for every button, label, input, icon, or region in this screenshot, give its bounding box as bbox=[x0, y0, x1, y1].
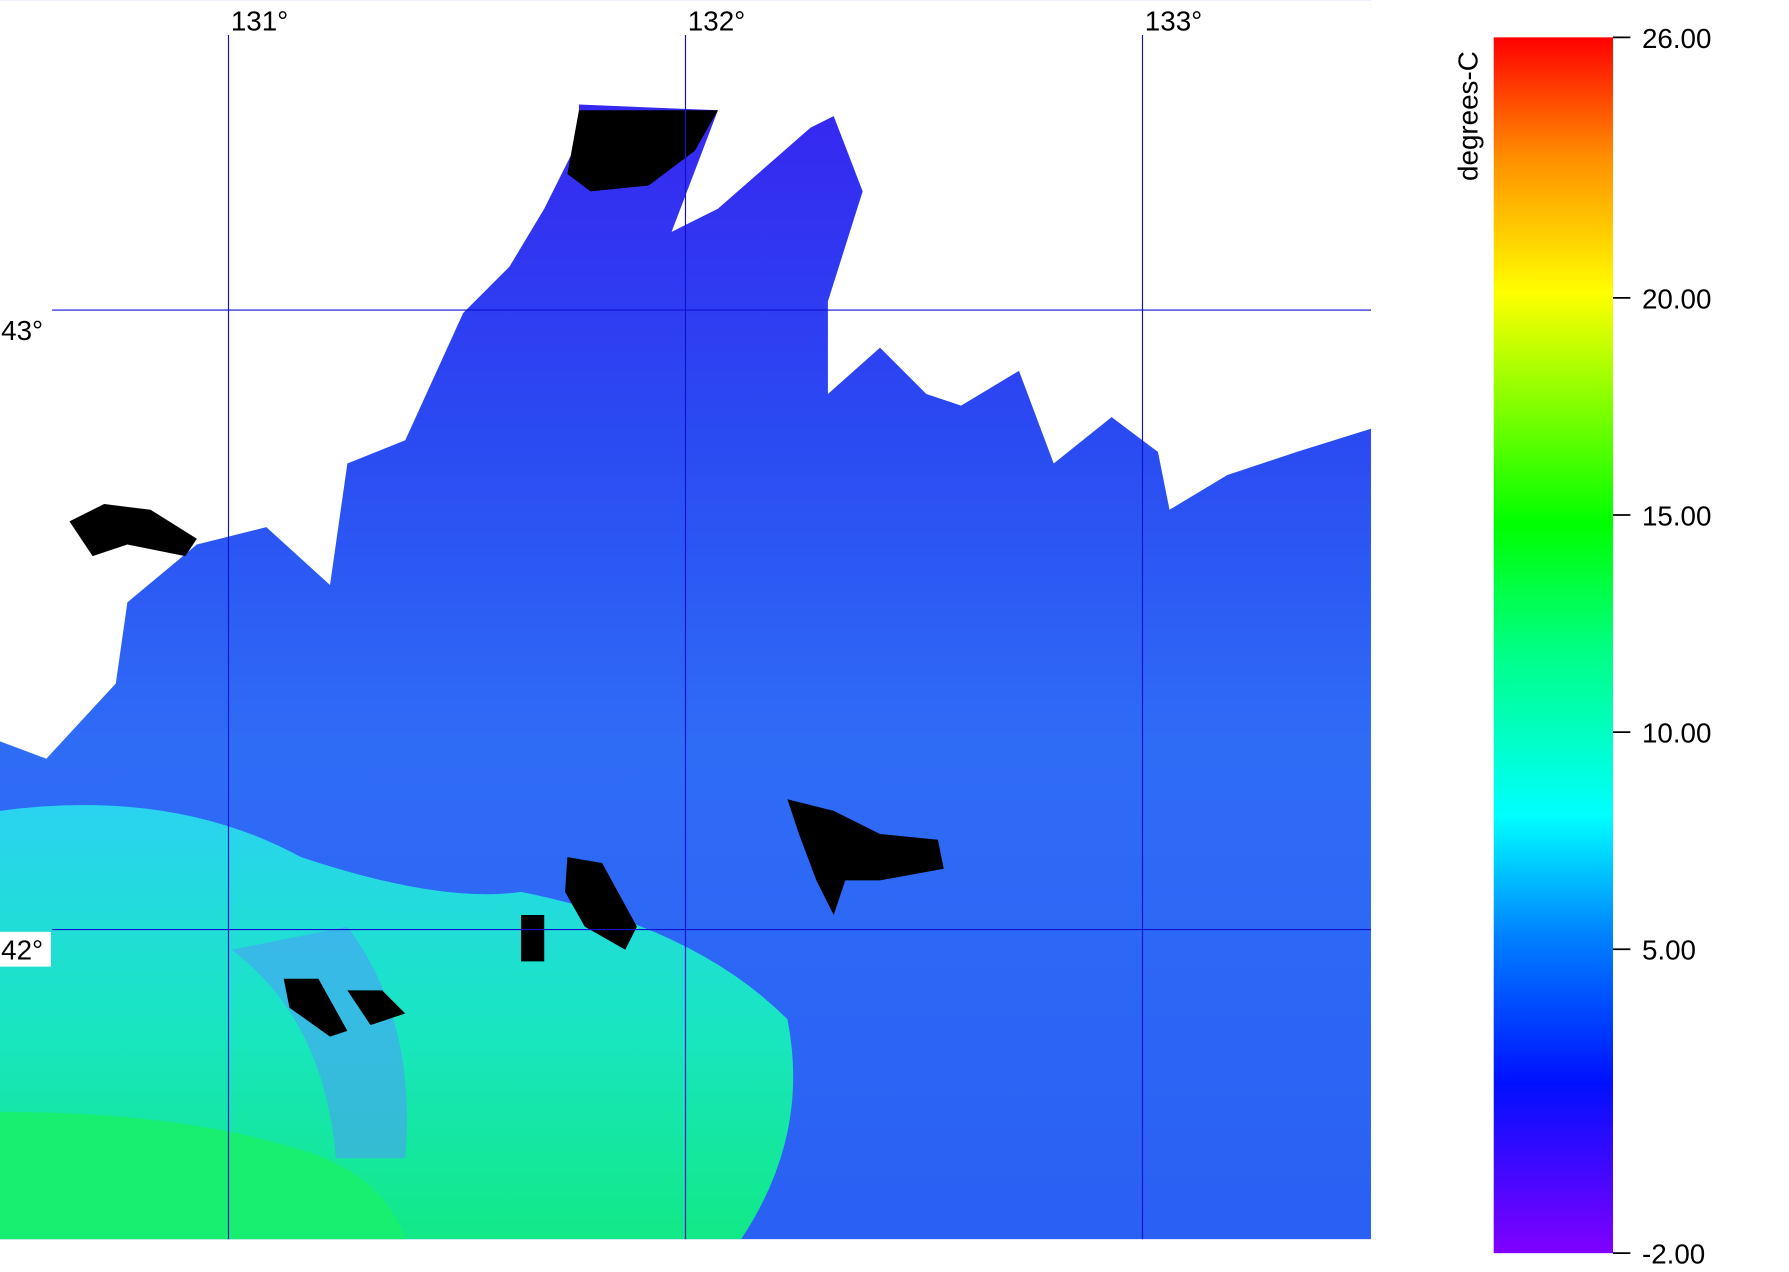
colorbar-tick-label: 5.00 bbox=[1642, 935, 1696, 966]
lat-label-bg bbox=[0, 931, 51, 967]
colorbar-tick-label: 26.00 bbox=[1642, 23, 1712, 54]
warm-core bbox=[0, 1111, 406, 1240]
lon-label: 133° bbox=[1145, 5, 1202, 36]
colorbar-tick-label: -2.00 bbox=[1642, 1239, 1705, 1270]
colorbar bbox=[1493, 37, 1613, 1254]
land bbox=[0, 0, 1371, 759]
cloud-mask bbox=[69, 110, 944, 1037]
colorbar-tick-label: 10.00 bbox=[1642, 718, 1712, 749]
lon-label: 131° bbox=[231, 5, 288, 36]
lat-label: 43° bbox=[1, 315, 43, 346]
cool-filament bbox=[231, 926, 407, 1159]
colorbar-tick-label: 20.00 bbox=[1642, 283, 1712, 314]
lat-label: 42° bbox=[1, 935, 43, 966]
colorbar-label: degrees-C bbox=[1453, 51, 1484, 181]
lat-label-bg bbox=[0, 312, 51, 348]
colorbar-tick-label: 15.00 bbox=[1642, 500, 1712, 531]
lon-label: 132° bbox=[688, 5, 745, 36]
